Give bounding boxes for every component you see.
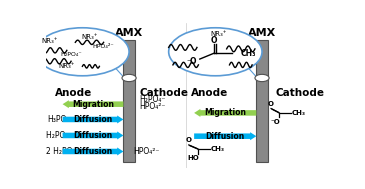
- Circle shape: [169, 28, 262, 76]
- FancyArrow shape: [63, 115, 123, 123]
- Text: H₂PO₄⁻: H₂PO₄⁻: [139, 94, 165, 104]
- Text: Diffusion: Diffusion: [73, 147, 113, 156]
- Text: Cathode: Cathode: [276, 88, 325, 98]
- Text: Diffusion: Diffusion: [73, 115, 113, 124]
- FancyArrow shape: [63, 147, 123, 156]
- FancyArrow shape: [63, 132, 123, 139]
- Text: CH₃: CH₃: [211, 146, 225, 152]
- Text: Diffusion: Diffusion: [205, 132, 245, 141]
- Text: Diffusion: Diffusion: [73, 131, 113, 140]
- Circle shape: [36, 28, 129, 76]
- Text: HO: HO: [188, 155, 199, 161]
- FancyArrow shape: [194, 132, 256, 140]
- Text: CH₃: CH₃: [241, 49, 256, 58]
- Text: H₃PO₄: H₃PO₄: [47, 115, 69, 124]
- Circle shape: [122, 74, 136, 82]
- Circle shape: [255, 74, 269, 82]
- Text: NR₃⁺: NR₃⁺: [42, 38, 58, 44]
- FancyArrow shape: [63, 100, 123, 108]
- Text: H₂PO₄⁻ Na⁺: H₂PO₄⁻ Na⁺: [46, 131, 89, 140]
- Text: HPO₄²⁻: HPO₄²⁻: [139, 102, 165, 111]
- Text: NR₃⁺: NR₃⁺: [210, 31, 226, 37]
- Text: ⁻O: ⁻O: [186, 57, 197, 66]
- Text: HPO₄²⁻: HPO₄²⁻: [93, 44, 114, 49]
- Text: 2 H₂PO₄⁻: 2 H₂PO₄⁻: [46, 147, 80, 156]
- Text: AMX: AMX: [248, 28, 276, 38]
- Text: CH₃: CH₃: [292, 110, 306, 116]
- Text: H₂PO₄⁻: H₂PO₄⁻: [60, 52, 82, 57]
- Bar: [256, 40, 268, 162]
- Text: NR₃⁺: NR₃⁺: [81, 33, 98, 40]
- Text: O: O: [211, 36, 217, 45]
- Text: O: O: [268, 101, 274, 107]
- Text: Cathode: Cathode: [140, 88, 189, 98]
- Text: Migration: Migration: [72, 100, 114, 109]
- Text: Anode: Anode: [55, 88, 93, 98]
- Text: Anode: Anode: [191, 88, 228, 98]
- Text: Migration: Migration: [204, 108, 246, 117]
- Text: NR₃⁺: NR₃⁺: [59, 63, 75, 69]
- Bar: [123, 40, 135, 162]
- Text: O: O: [185, 137, 192, 143]
- Text: HPO₄²⁻: HPO₄²⁻: [133, 147, 160, 156]
- FancyArrow shape: [194, 109, 256, 117]
- Text: AMX: AMX: [115, 28, 143, 38]
- Text: ⁻O: ⁻O: [270, 119, 280, 125]
